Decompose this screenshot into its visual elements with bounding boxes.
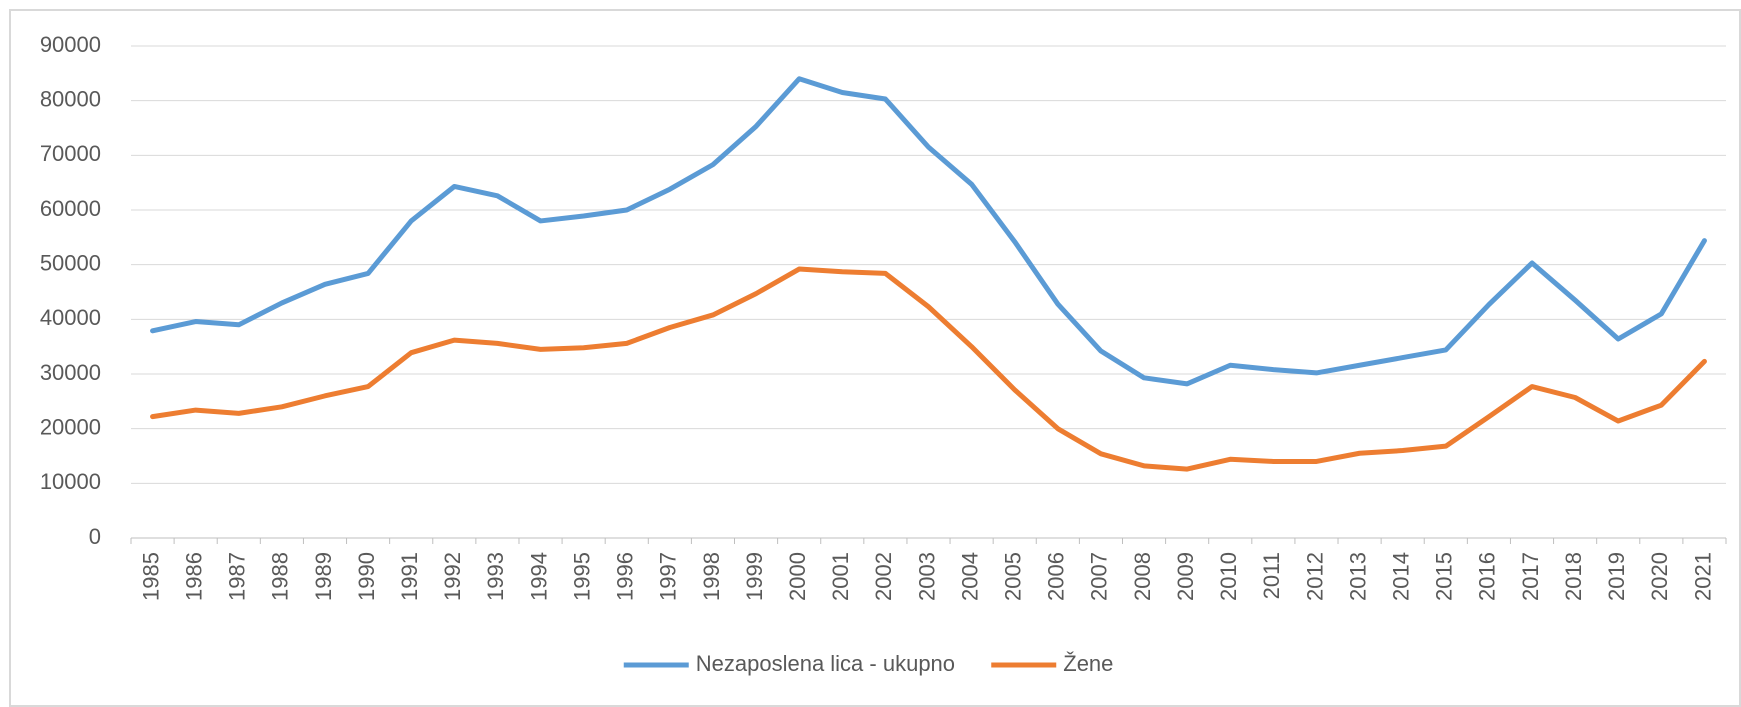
x-tick-label: 2010 [1216,552,1241,601]
legend-label: Žene [1063,651,1113,676]
x-tick-label: 1988 [268,552,293,601]
x-tick-label: 2014 [1389,552,1414,601]
x-tick-label: 1998 [699,552,724,601]
y-tick-label: 20000 [40,414,101,439]
x-tick-label: 2016 [1475,552,1500,601]
x-tick-label: 2007 [1087,552,1112,601]
x-tick-label: 1987 [225,552,250,601]
x-tick-label: 2021 [1690,552,1715,601]
x-tick-label: 1993 [483,552,508,601]
x-tick-label: 2006 [1044,552,1069,601]
x-tick-label: 1997 [656,552,681,601]
y-tick-label: 30000 [40,360,101,385]
x-tick-label: 2000 [785,552,810,601]
x-tick-label: 1990 [354,552,379,601]
y-tick-label: 70000 [40,141,101,166]
x-tick-label: 2011 [1259,552,1284,599]
x-tick-label: 1995 [569,552,594,601]
x-tick-label: 2012 [1302,552,1327,601]
x-tick-label: 1986 [181,552,206,601]
x-tick-label: 1994 [526,552,551,601]
y-tick-label: 50000 [40,250,101,275]
x-tick-label: 2003 [914,552,939,601]
y-tick-label: 90000 [40,32,101,57]
chart-frame [9,9,1741,707]
y-tick-label: 80000 [40,86,101,111]
x-tick-label: 2005 [1001,552,1026,601]
y-tick-label: 60000 [40,196,101,221]
series-line [150,266,1707,472]
x-tick-label: 2008 [1130,552,1155,601]
x-tick-label: 2002 [871,552,896,601]
x-tick-label: 1999 [742,552,767,601]
series-line [150,76,1707,387]
x-tick-label: 1985 [138,552,163,601]
x-tick-label: 2020 [1647,552,1672,601]
x-tick-label: 1991 [397,552,422,601]
x-tick-label: 2009 [1173,552,1198,601]
x-tick-label: 2004 [957,552,982,601]
x-tick-label: 2018 [1561,552,1586,601]
y-tick-label: 40000 [40,305,101,330]
x-tick-label: 2017 [1518,552,1543,601]
x-tick-label: 1992 [440,552,465,601]
x-tick-label: 2019 [1604,552,1629,601]
x-tick-label: 2015 [1432,552,1457,601]
y-tick-label: 0 [89,524,101,549]
legend-label: Nezaposlena lica - ukupno [696,651,955,676]
x-tick-label: 2013 [1345,552,1370,601]
x-tick-label: 1996 [613,552,638,601]
y-tick-label: 10000 [40,469,101,494]
x-tick-label: 1989 [311,552,336,601]
x-tick-label: 2001 [828,552,853,601]
